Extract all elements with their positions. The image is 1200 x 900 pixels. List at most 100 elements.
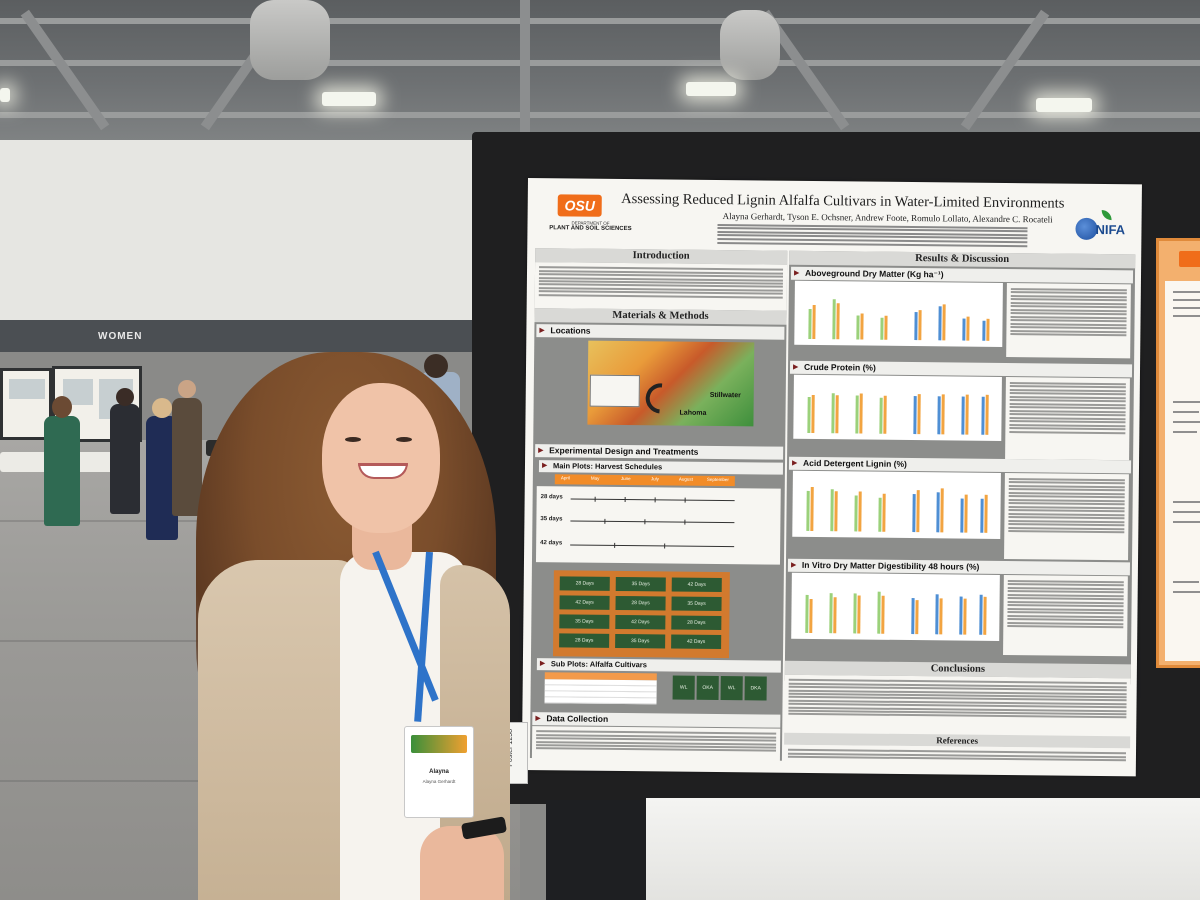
presenter-face [322, 383, 440, 533]
subplot: OKA [696, 675, 719, 701]
background-person-head [52, 396, 72, 418]
presenter-eye [396, 437, 412, 442]
timeline-tick [614, 542, 616, 548]
timeline-tick [684, 497, 686, 503]
experimental-design-heading: Experimental Design and Treatments [535, 444, 784, 460]
osu-dept-main: PLANT AND SOIL SCIENCES [549, 225, 632, 233]
locations-heading: Locations [536, 324, 785, 340]
references-text [783, 744, 1131, 771]
crude-protein-chart [793, 374, 1002, 441]
poster-block [9, 379, 45, 399]
harvest-plot: 28 Days [615, 595, 666, 611]
background-person-head [178, 380, 196, 398]
badge-subtitle: Alayna Gerhardt [422, 779, 456, 784]
materials-methods-heading: Materials & Methods [534, 308, 787, 325]
poster-title: Assessing Reduced Lignin Alfalfa Cultiva… [621, 190, 1065, 212]
main-plots-heading: Main Plots: Harvest Schedules [538, 460, 784, 475]
osu-logo: OSU [557, 194, 602, 217]
nifa-logo-text: NIFA [1095, 221, 1126, 238]
sub-plots-heading: Sub Plots: Alfalfa Cultivars [536, 658, 781, 673]
ceiling [0, 0, 1200, 140]
back-wall [0, 140, 480, 330]
presenter-eye [345, 437, 361, 442]
timeline-tick [664, 543, 666, 549]
harvest-plot: 35 Days [671, 596, 722, 612]
timeline-tick [654, 497, 656, 503]
neighbor-poster [1156, 238, 1200, 668]
background-person [172, 398, 202, 516]
month-label: September [706, 476, 729, 483]
wall-band [0, 320, 480, 352]
harvest-plot: 42 Days [615, 614, 666, 630]
map-label-lahoma: Lahoma [679, 409, 707, 417]
harvest-plot: 35 Days [615, 633, 666, 649]
timeline-tick [624, 497, 626, 503]
timeline-row-label: 35 days [540, 516, 563, 523]
background-person-head [152, 398, 172, 418]
subplot: WL [720, 676, 743, 701]
map-legend [589, 374, 640, 408]
aboveground-chart [794, 280, 1003, 347]
presenter-jacket [198, 560, 358, 900]
timeline-months: April May June July August September [554, 474, 735, 487]
adl-chart [792, 470, 1001, 539]
adl-text [1004, 473, 1129, 561]
ivdmd-text [1003, 575, 1128, 657]
location-map: Stillwater Lahoma [587, 340, 755, 427]
crude-protein-text [1005, 377, 1130, 461]
timeline-tick [684, 519, 686, 525]
introduction-text [534, 262, 788, 311]
ceiling-truss [0, 112, 1200, 118]
timeline-row-label: 28 days [540, 494, 563, 501]
month-label: May [590, 475, 600, 481]
ivdmd-chart [791, 572, 1000, 641]
harvest-plot: 42 Days [559, 595, 610, 610]
ceiling-beam [520, 0, 530, 140]
air-duct [720, 10, 780, 80]
ceiling-light [1036, 98, 1092, 112]
background-person [110, 404, 140, 514]
field-aerial-image: 28 Days 35 Days 42 Days 42 Days 28 Days … [552, 570, 730, 659]
timeline-tick [604, 518, 606, 524]
background-poster [0, 368, 52, 440]
harvest-plot: 35 Days [559, 614, 610, 629]
harvest-plot: 42 Days [671, 577, 722, 593]
ceiling-truss [0, 60, 1200, 66]
name-badge: Alayna Alayna Gerhardt [404, 726, 474, 818]
background-person [44, 416, 80, 526]
subplot: DKA [744, 676, 767, 701]
data-collection-text [531, 726, 781, 763]
data-collection-heading: Data Collection [532, 712, 781, 728]
harvest-plot: 42 Days [671, 634, 722, 650]
ceiling-truss [0, 18, 1200, 24]
month-label: August [678, 476, 693, 482]
table-cloth [646, 798, 1200, 900]
badge-logo [411, 735, 467, 753]
ceiling-light [322, 92, 376, 106]
neighbor-poster-body [1165, 281, 1200, 661]
aboveground-text [1006, 283, 1131, 359]
month-label: July [650, 476, 659, 482]
research-poster: OSU DEPARTMENT OF PLANT AND SOIL SCIENCE… [521, 178, 1142, 777]
subplot: WL [672, 675, 695, 700]
map-label-stillwater: Stillwater [709, 391, 741, 400]
globe-icon [1075, 217, 1098, 240]
person-legs [546, 800, 646, 900]
osu-department: DEPARTMENT OF PLANT AND SOIL SCIENCES [545, 220, 635, 232]
osu-logo [1179, 251, 1200, 267]
month-label: June [620, 475, 631, 482]
timeline-tick [594, 496, 596, 502]
cultivar-table [544, 672, 657, 705]
ceiling-light [0, 88, 10, 102]
conclusions-text [784, 674, 1131, 737]
nifa-logo: NIFA [1075, 210, 1131, 245]
harvest-plot: 28 Days [559, 576, 610, 591]
leaf-icon [1101, 210, 1112, 221]
air-duct [250, 0, 330, 80]
harvest-plot: 35 Days [615, 576, 666, 592]
ceiling-light [686, 82, 736, 96]
harvest-plot: 28 Days [671, 615, 722, 631]
map-arrow [639, 377, 682, 420]
month-label: April [560, 475, 570, 481]
background-person-head [424, 354, 448, 378]
